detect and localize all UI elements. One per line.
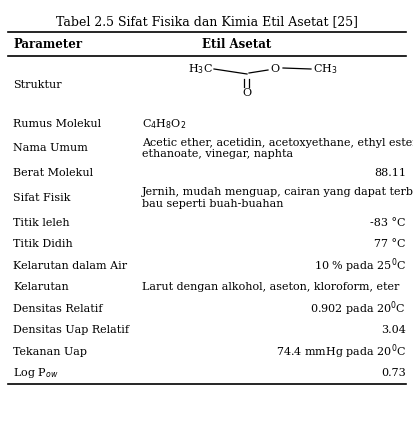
Text: 0.902 pada 20$^0$C: 0.902 pada 20$^0$C (309, 299, 405, 318)
Text: Tekanan Uap: Tekanan Uap (13, 347, 87, 357)
Text: Jernih, mudah menguap, cairan yang dapat terbakar;: Jernih, mudah menguap, cairan yang dapat… (142, 187, 413, 197)
Text: O: O (270, 64, 279, 74)
Text: Kelarutan: Kelarutan (13, 282, 69, 292)
Text: ethanoate, vinegar, naphta: ethanoate, vinegar, naphta (142, 149, 292, 159)
Text: 74.4 mmHg pada 20$^0$C: 74.4 mmHg pada 20$^0$C (275, 342, 405, 361)
Text: Densitas Uap Relatif: Densitas Uap Relatif (13, 325, 129, 335)
Text: Etil Asetat: Etil Asetat (202, 38, 271, 51)
Text: O: O (242, 88, 251, 98)
Text: Densitas Relatif: Densitas Relatif (13, 304, 102, 314)
Text: 3.04: 3.04 (380, 325, 405, 335)
Text: bau seperti buah-buahan: bau seperti buah-buahan (142, 199, 283, 209)
Text: Sifat Fisik: Sifat Fisik (13, 193, 70, 203)
Text: Larut dengan alkohol, aseton, kloroform, eter: Larut dengan alkohol, aseton, kloroform,… (142, 282, 399, 292)
Text: H$_3$C: H$_3$C (188, 62, 212, 76)
Text: Nama Umum: Nama Umum (13, 143, 88, 153)
Text: Struktur: Struktur (13, 80, 62, 90)
Text: Parameter: Parameter (13, 38, 82, 51)
Text: Kelarutan dalam Air: Kelarutan dalam Air (13, 261, 127, 271)
Text: 88.11: 88.11 (373, 168, 405, 178)
Text: Berat Molekul: Berat Molekul (13, 168, 93, 178)
Text: 0.73: 0.73 (380, 368, 405, 378)
Text: Titik leleh: Titik leleh (13, 218, 69, 228)
Text: Titik Didih: Titik Didih (13, 239, 73, 249)
Text: C$_4$H$_8$O$_2$: C$_4$H$_8$O$_2$ (142, 117, 186, 131)
Text: Tabel 2.5 Sifat Fisika dan Kimia Etil Asetat [25]: Tabel 2.5 Sifat Fisika dan Kimia Etil As… (56, 15, 357, 28)
Text: Log P$_{ow}$: Log P$_{ow}$ (13, 366, 58, 380)
Text: Acetic ether, acetidin, acetoxyethane, ethyl ester, ethyl: Acetic ether, acetidin, acetoxyethane, e… (142, 138, 413, 148)
Text: 10 % pada 25$^0$C: 10 % pada 25$^0$C (313, 257, 405, 275)
Text: 77 °C: 77 °C (374, 239, 405, 249)
Text: Rumus Molekul: Rumus Molekul (13, 119, 101, 129)
Text: CH$_3$: CH$_3$ (312, 62, 337, 76)
Text: -83 °C: -83 °C (370, 218, 405, 228)
